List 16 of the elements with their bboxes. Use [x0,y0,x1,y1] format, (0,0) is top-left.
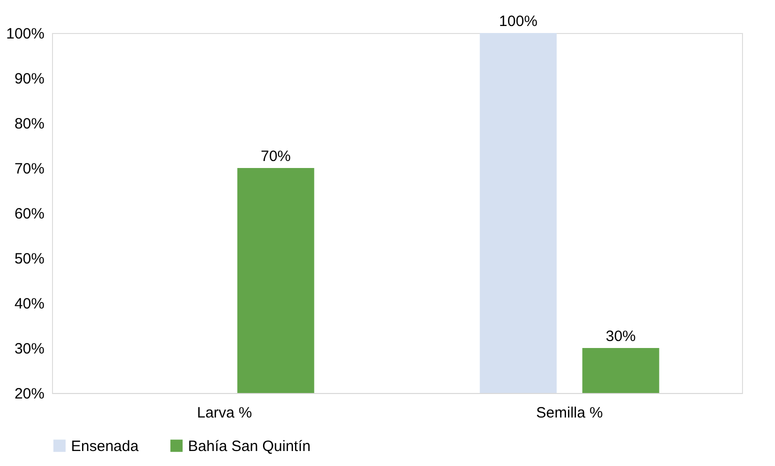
y-tick-label: 80% [14,116,44,132]
y-tick-label: 20% [14,386,44,402]
y-tick-label: 100% [6,26,44,42]
data-label: 30% [606,328,636,345]
y-tick-label: 60% [14,206,44,222]
y-tick-label: 50% [14,250,44,268]
legend-label: Bahía San Quintín [188,438,311,455]
x-tick-label: Larva % [196,404,252,422]
y-tick-label: 90% [14,70,44,88]
x-tick-label: Semilla % [536,404,603,422]
y-tick-label: 70% [14,160,44,178]
data-label: 100% [499,13,538,30]
legend-label: Ensenada [71,438,140,455]
data-label: 70% [260,148,291,165]
y-tick-label: 40% [14,296,44,312]
y-tick-label: 30% [14,340,44,358]
